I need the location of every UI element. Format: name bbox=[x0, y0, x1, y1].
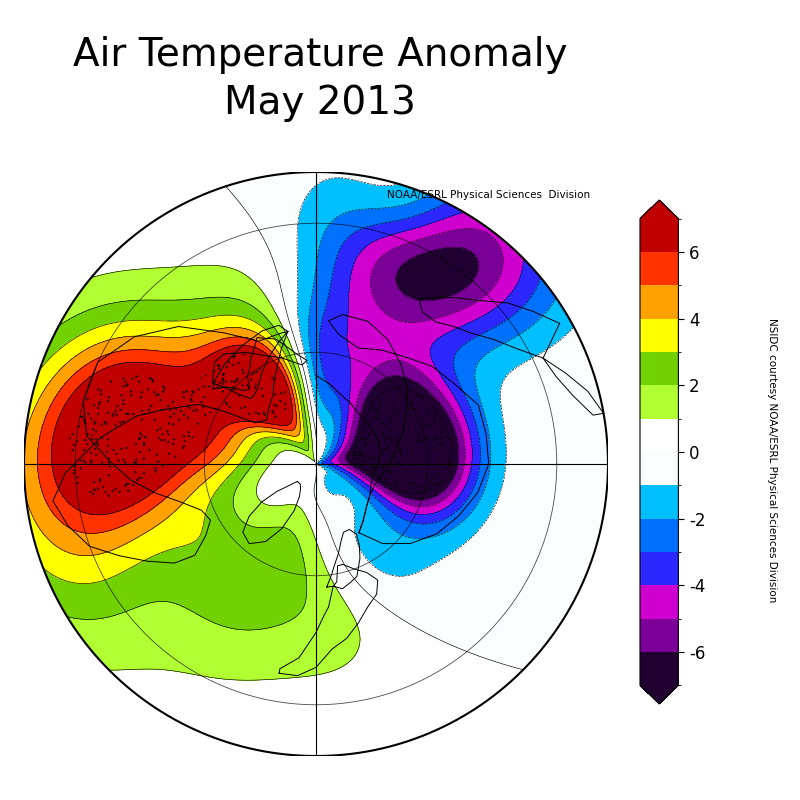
Text: NSIDC courtesy NOAA/ESRL Physical Sciences Division: NSIDC courtesy NOAA/ESRL Physical Scienc… bbox=[767, 318, 777, 602]
PathPatch shape bbox=[640, 200, 678, 218]
PathPatch shape bbox=[640, 686, 678, 704]
Text: NOAA/ESRL Physical Sciences  Division: NOAA/ESRL Physical Sciences Division bbox=[387, 190, 590, 199]
Text: May 2013: May 2013 bbox=[224, 84, 416, 122]
Text: Air Temperature Anomaly: Air Temperature Anomaly bbox=[73, 36, 567, 74]
